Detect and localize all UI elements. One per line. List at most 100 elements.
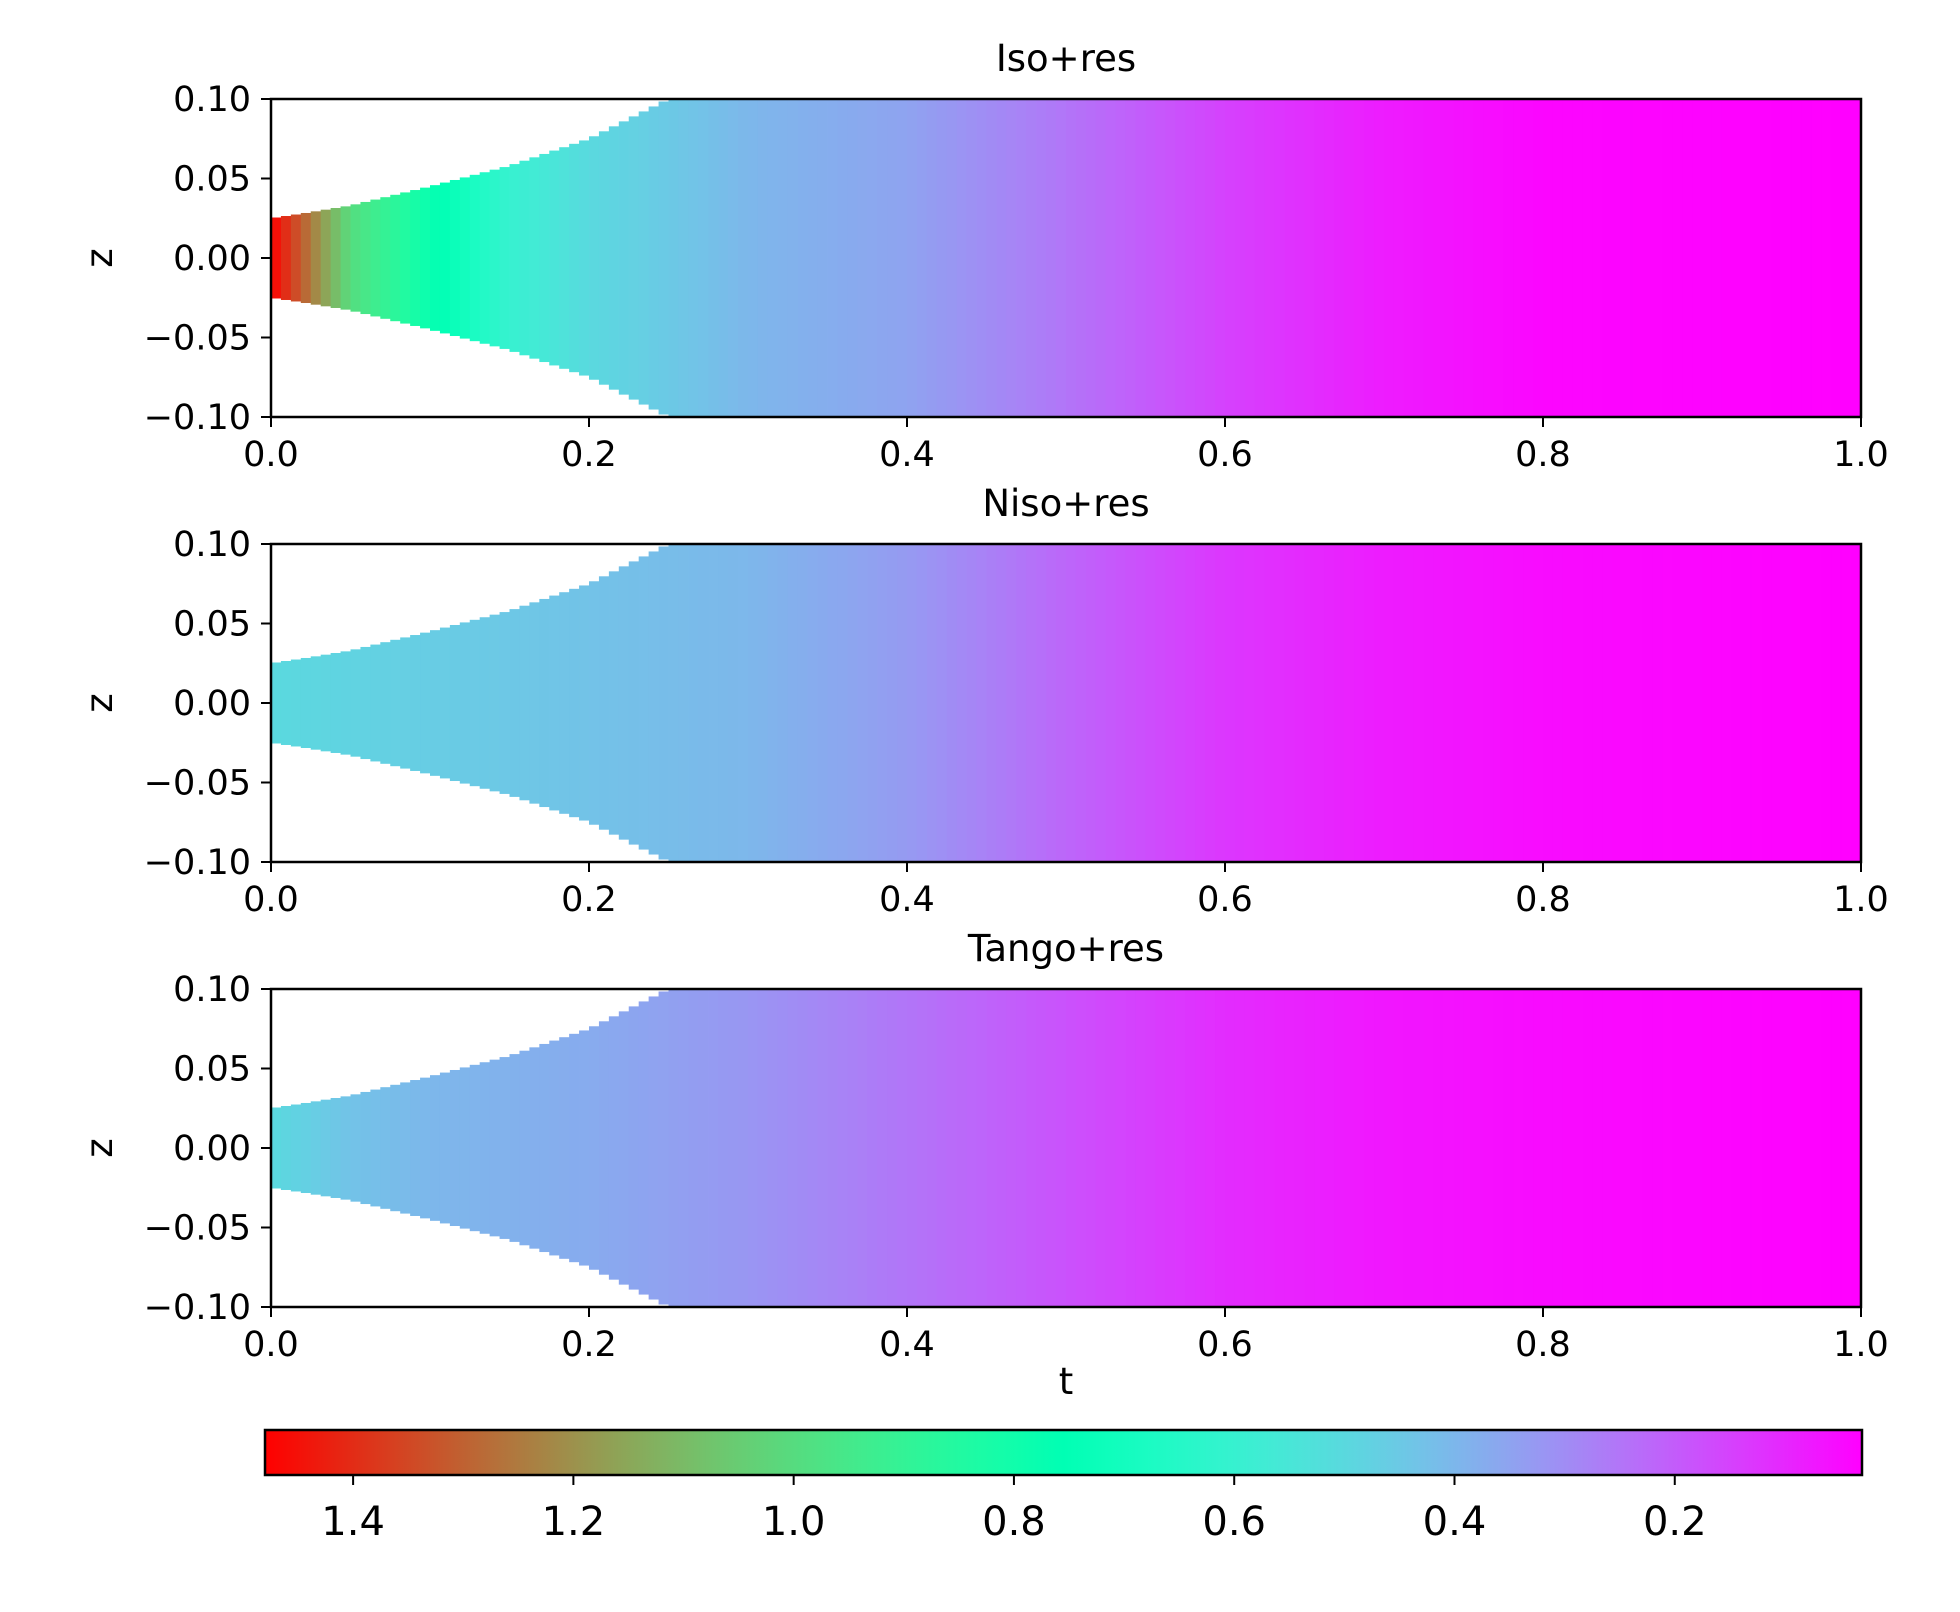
heatmap-cell (1115, 99, 1127, 417)
heatmap-cell (1314, 544, 1325, 862)
heatmap-cell (1413, 544, 1425, 862)
heatmap-cell (777, 544, 789, 862)
heatmap-cell (290, 659, 302, 747)
heatmap-cell (608, 1016, 620, 1280)
heatmap-cell (757, 544, 769, 862)
heatmap-cell (1711, 99, 1723, 417)
heatmap-cell (1413, 989, 1425, 1307)
heatmap-cell (1463, 544, 1475, 862)
heatmap-cell (549, 1040, 560, 1256)
heatmap-cell (698, 989, 709, 1307)
colorbar-tick-label: 1.2 (542, 1499, 606, 1545)
heatmap-cell (598, 1021, 610, 1275)
heatmap-cell (1493, 989, 1504, 1307)
heatmap-cell (618, 1011, 630, 1285)
panel-1: 0.0 0.2 0.4 0.6 0.8 1.0 −0.10 −0.05 0.00 0.05 0.10… (78, 37, 1889, 475)
x-tick-label: 0.8 (1515, 880, 1571, 920)
heatmap-cell (1463, 989, 1475, 1307)
heatmap-cell (1831, 544, 1842, 862)
heatmap-cell (1254, 99, 1266, 417)
heatmap-cell (956, 989, 968, 1307)
heatmap-cell (300, 1102, 312, 1194)
heatmap-cell (1841, 99, 1852, 417)
heatmap-cell (1205, 544, 1216, 862)
heatmap-cell (380, 1087, 391, 1209)
heatmap-cell (1374, 989, 1385, 1307)
heatmap-cell (1304, 544, 1316, 862)
heatmap-cell (1284, 544, 1296, 862)
heatmap-cell (1234, 989, 1246, 1307)
heatmap-cell (519, 160, 530, 356)
heatmap-cell (628, 561, 640, 845)
x-axis-label: t (1059, 1360, 1074, 1403)
heatmap-cell (1403, 99, 1415, 417)
heatmap-cell (1304, 99, 1316, 417)
heatmap-cell (1274, 989, 1286, 1307)
y-tick-label: 0.10 (173, 80, 251, 120)
heatmap-cell (1443, 99, 1455, 417)
heatmap-cell (1552, 544, 1564, 862)
heatmap-cell (1075, 99, 1087, 417)
x-tick-label: 1.0 (1833, 1325, 1889, 1365)
heatmap-cell (638, 111, 650, 405)
heatmap-cell (946, 544, 958, 862)
heatmap-cell (956, 544, 968, 862)
heatmap-cell (1543, 544, 1554, 862)
heatmap-cell (1672, 99, 1683, 417)
heatmap-cell (867, 544, 878, 862)
heatmap-cell (569, 143, 580, 373)
x-tick-label: 0.8 (1515, 435, 1571, 475)
heatmap-cell (1483, 99, 1494, 417)
heatmap-cell (559, 1037, 570, 1259)
heatmap-cell (290, 1104, 302, 1192)
heatmap-cell (1095, 989, 1107, 1307)
heatmap-cell (837, 99, 848, 417)
heatmap-cell (579, 1030, 590, 1266)
x-tick-label: 0.6 (1197, 435, 1253, 475)
heatmap-cell (897, 99, 908, 417)
x-tick-label: 0.8 (1515, 1325, 1571, 1365)
heatmap-cell (1821, 99, 1832, 417)
heatmap-cell (698, 99, 709, 417)
heatmap-cell (1562, 544, 1574, 862)
heatmap-cell (1165, 989, 1176, 1307)
x-tick-label: 1.0 (1833, 435, 1889, 475)
heatmap-cell (887, 99, 898, 417)
heatmap-cell (1751, 99, 1763, 417)
heatmap-cell (996, 989, 1007, 1307)
heatmap-cell (1324, 989, 1335, 1307)
heatmap-cell (1851, 544, 1862, 862)
x-tick-label: 0.2 (561, 880, 617, 920)
heatmap-cell (986, 99, 998, 417)
heatmap-cell (1781, 544, 1793, 862)
heatmap-cell (1692, 989, 1703, 1307)
panel-title: Niso+res (982, 482, 1149, 525)
heatmap-cell (290, 214, 302, 302)
heatmap-cell (777, 989, 789, 1307)
heatmap-cell (1175, 544, 1186, 862)
heatmap-cell (320, 1099, 332, 1197)
heatmap-cell (1403, 989, 1415, 1307)
heatmap-cell (926, 544, 938, 862)
heatmap-cell (1423, 989, 1435, 1307)
heatmap-cell (986, 989, 998, 1307)
y-tick-label: −0.10 (144, 843, 251, 883)
heatmap-cell (390, 1084, 401, 1212)
heatmap-cell (718, 99, 729, 417)
heatmap-cell (1781, 989, 1793, 1307)
heatmap-cell (1125, 99, 1137, 417)
heatmap-cell (1632, 99, 1643, 417)
heatmap-cell (1294, 544, 1306, 862)
heatmap-cell (1364, 989, 1375, 1307)
heatmap-cell (916, 544, 928, 862)
heatmap-cell (867, 989, 878, 1307)
heatmap-cell (1682, 544, 1693, 862)
heatmap-cell (1821, 989, 1832, 1307)
heatmap-cell (1503, 544, 1514, 862)
heatmap-cell (857, 544, 868, 862)
heatmap-cell (519, 1050, 530, 1246)
heatmap-cell (1036, 989, 1047, 1307)
heatmap-cell (638, 556, 650, 850)
heatmap-cell (1771, 544, 1783, 862)
heatmap-cell (1642, 544, 1653, 862)
